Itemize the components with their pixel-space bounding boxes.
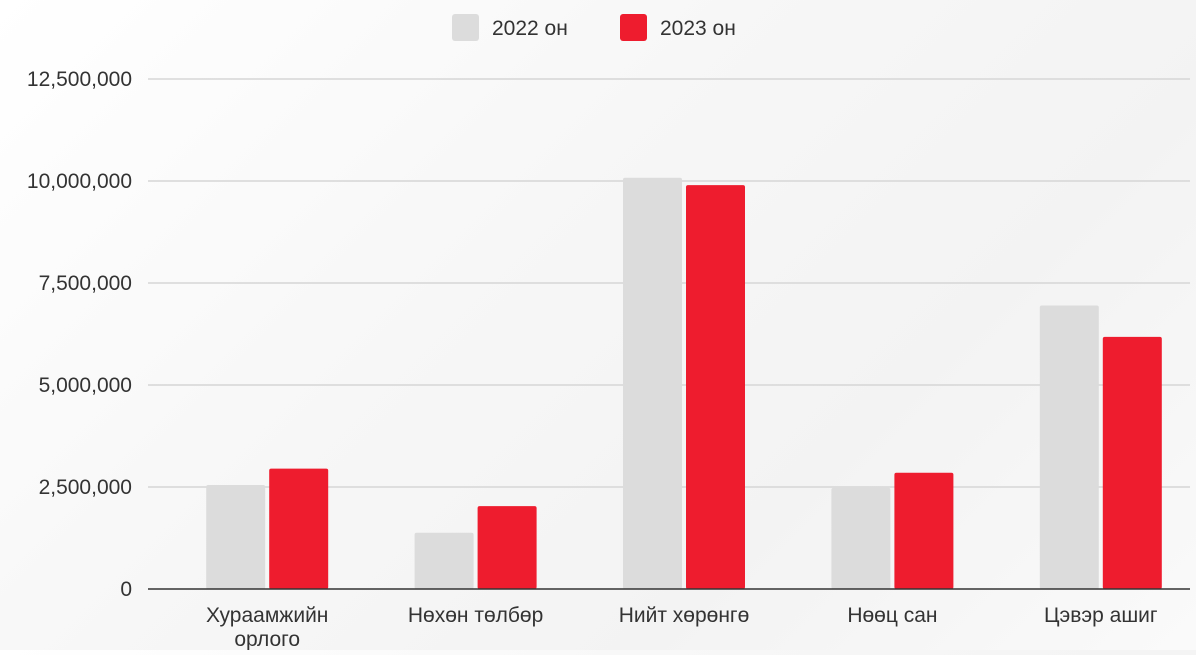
bar-2023 bbox=[1102, 336, 1162, 589]
bar-2022 bbox=[1039, 305, 1099, 589]
bar-2022 bbox=[206, 484, 266, 589]
legend-swatch bbox=[620, 14, 647, 41]
legend-swatch bbox=[452, 14, 479, 41]
bars bbox=[206, 177, 1162, 589]
legend-label: 2023 он bbox=[660, 17, 736, 40]
x-tick-label: Цэвэр ашиг bbox=[1044, 604, 1158, 627]
legend: 2022 он 2023 он bbox=[452, 14, 736, 41]
bar-2022 bbox=[831, 487, 891, 589]
x-tick-label: Нийт хөрөнгө bbox=[619, 604, 750, 627]
bar-2022 bbox=[623, 177, 682, 589]
x-tick-label: Нөхөн төлбөр bbox=[408, 604, 543, 627]
y-axis-ticks: 0 2,500,000 5,000,000 7,500,000 10,000,000 12… bbox=[27, 68, 132, 601]
y-tick-label: 10,000,000 bbox=[27, 170, 132, 193]
legend-label: 2022 он bbox=[492, 17, 568, 40]
y-tick-label: 12,500,000 bbox=[27, 68, 132, 91]
bar-2023 bbox=[477, 506, 537, 589]
bar-2023 bbox=[686, 185, 745, 589]
x-tick-label: Хураамжийн bbox=[206, 604, 328, 627]
x-tick-label: Нөөц сан bbox=[847, 604, 937, 627]
bar-2022 bbox=[414, 532, 474, 589]
y-tick-label: 0 bbox=[120, 578, 132, 601]
bar-2023 bbox=[269, 468, 329, 589]
bar-2023 bbox=[894, 472, 954, 589]
y-tick-label: 5,000,000 bbox=[39, 374, 132, 397]
y-tick-label: 7,500,000 bbox=[39, 272, 132, 295]
y-tick-label: 2,500,000 bbox=[39, 476, 132, 499]
x-tick-label: орлого bbox=[234, 628, 300, 650]
